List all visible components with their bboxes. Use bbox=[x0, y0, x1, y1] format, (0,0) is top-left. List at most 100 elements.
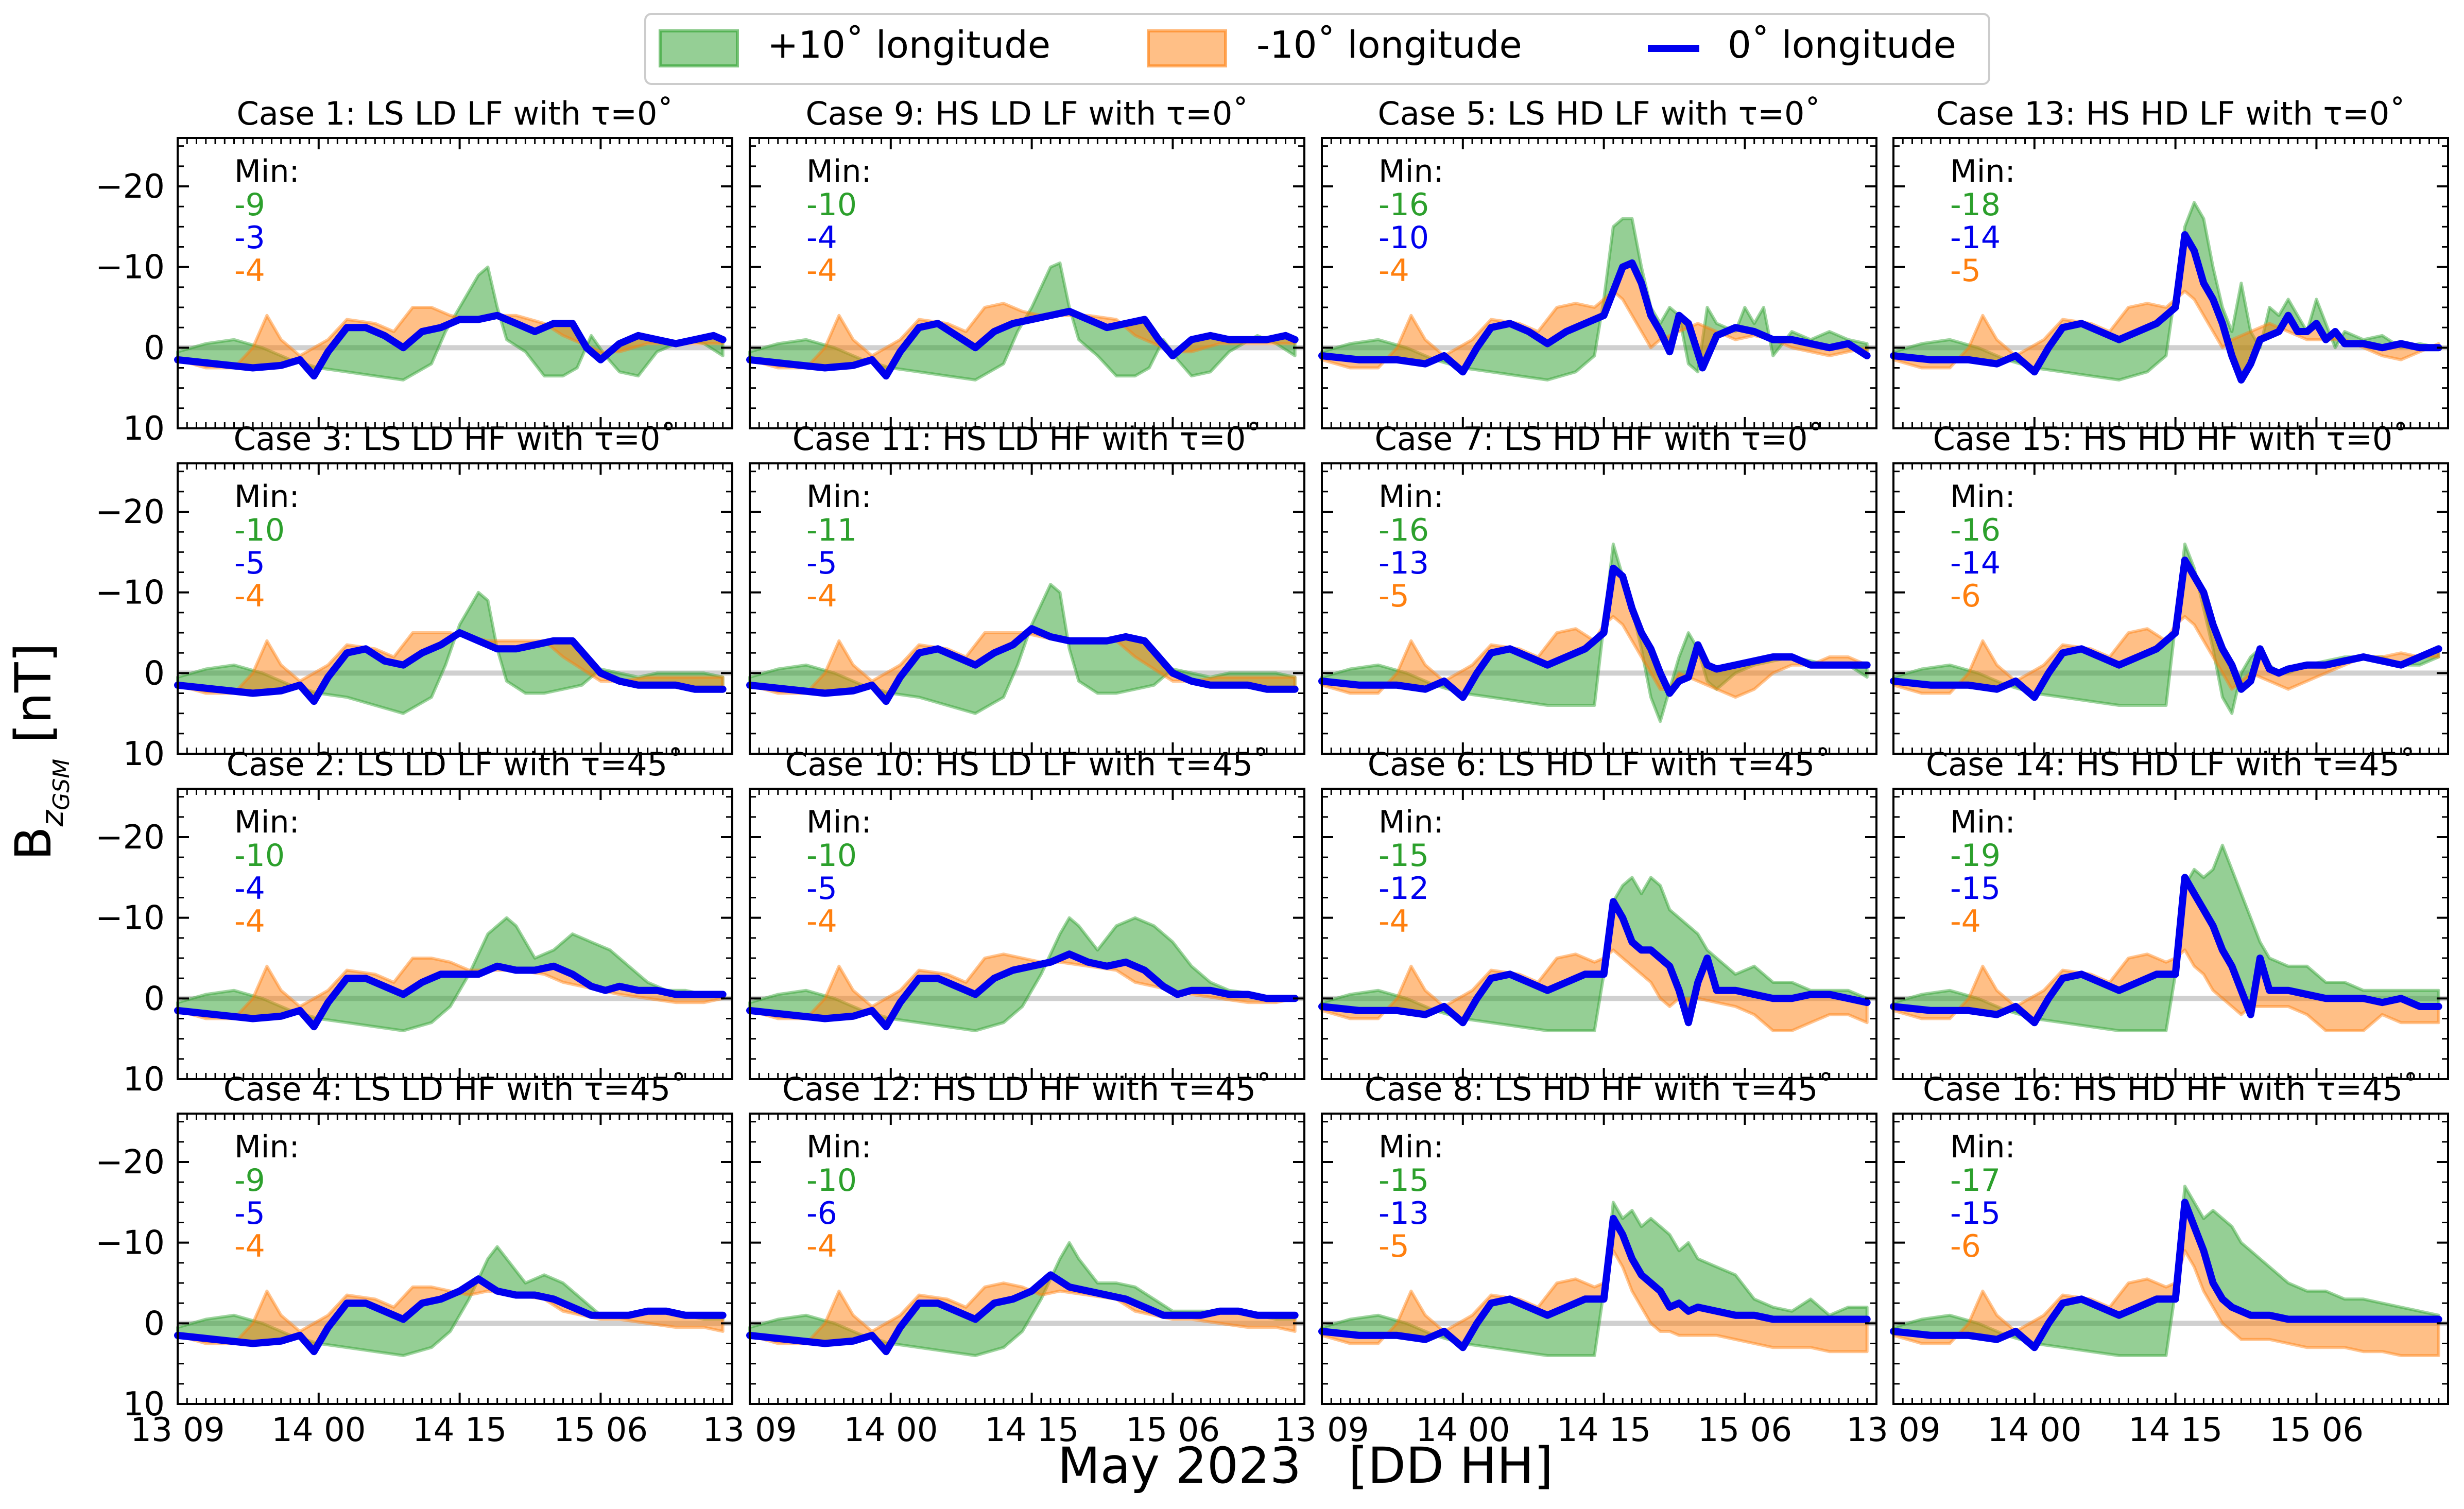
axes-frame bbox=[1892, 137, 2449, 429]
min-zero: -5 bbox=[234, 545, 265, 581]
axes-frame bbox=[177, 137, 733, 429]
panel-8: Case 15: HS HD HF with τ=0˚ Min:-16-14-6 bbox=[1890, 420, 2449, 755]
axes-frame bbox=[177, 788, 733, 1080]
xtick-label: 15 06 bbox=[1126, 1411, 1220, 1449]
line-zero-longitude bbox=[1318, 259, 1871, 376]
min-plus10: -9 bbox=[234, 1163, 265, 1199]
min-label: Min: bbox=[1379, 804, 1444, 840]
xtick-label: 13 09 bbox=[1846, 1411, 1940, 1449]
xtick-label: 15 06 bbox=[2269, 1411, 2364, 1449]
axes-frame bbox=[749, 1113, 1305, 1405]
ytick-label: 0 bbox=[144, 1305, 165, 1343]
axes-frame bbox=[749, 462, 1305, 755]
min-plus10: -17 bbox=[1950, 1163, 2001, 1199]
min-minus10: -4 bbox=[806, 578, 837, 614]
line-zero-longitude bbox=[1318, 1215, 1871, 1351]
min-plus10: -16 bbox=[1379, 512, 1429, 548]
panel-title: Case 6: LS HD LF with τ=45˚ bbox=[1368, 745, 1831, 783]
min-zero: -5 bbox=[234, 1195, 265, 1232]
min-zero: -14 bbox=[1950, 545, 2001, 581]
panel-title: Case 11: HS LD HF with τ=0˚ bbox=[792, 420, 1262, 458]
ytick-label: −20 bbox=[95, 819, 165, 857]
line-zero-longitude bbox=[174, 962, 727, 1031]
ylabel-subsub: GSM bbox=[48, 759, 75, 810]
panel-title: Case 13: HS HD LF with τ=0˚ bbox=[1936, 95, 2406, 132]
line-zero-longitude bbox=[1890, 557, 2442, 701]
y-axis-label: BzGSM [nT] bbox=[5, 643, 75, 860]
min-zero: -4 bbox=[806, 220, 837, 256]
panel-title: Case 1: LS LD LF with τ=0˚ bbox=[237, 95, 674, 132]
panel-title: Case 12: HS LD HF with τ=45˚ bbox=[782, 1070, 1272, 1108]
min-label: Min: bbox=[1950, 1129, 2015, 1165]
panel-14: 13 09 14 00 14 15 15 06 Case 12: HS LD HF wi… bbox=[702, 1070, 1305, 1449]
min-zero: -14 bbox=[1950, 220, 2001, 256]
min-plus10: -10 bbox=[234, 838, 285, 874]
panel-title: Case 4: LS LD HF with τ=45˚ bbox=[223, 1070, 686, 1108]
min-minus10: -4 bbox=[1950, 904, 1981, 940]
ylabel-unit: [nT] bbox=[5, 643, 62, 759]
xtick-label: 13 09 bbox=[130, 1411, 225, 1449]
xtick-label: 14 00 bbox=[1987, 1411, 2081, 1449]
min-label: Min: bbox=[234, 479, 300, 515]
ylabel-main: B bbox=[5, 826, 62, 860]
panel-title: Case 14: HS HD LF with τ=45˚ bbox=[1926, 745, 2416, 783]
panel-title: Case 2: LS LD LF with τ=45˚ bbox=[227, 745, 683, 783]
panel-7: Case 7: LS HD HF with τ=0˚ Min:-16-13-5 bbox=[1318, 420, 1877, 755]
min-minus10: -4 bbox=[234, 578, 265, 614]
ytick-label: −10 bbox=[95, 899, 165, 938]
legend: +10˚ longitude -10˚ longitude 0˚ longitu… bbox=[644, 13, 1990, 85]
ytick-label: 10 bbox=[123, 735, 165, 773]
axes-frame bbox=[1321, 1113, 1877, 1405]
panel-title: Case 10: HS LD LF with τ=45˚ bbox=[785, 745, 1269, 783]
min-plus10: -10 bbox=[806, 1163, 857, 1199]
line-zero-longitude bbox=[1890, 231, 2442, 384]
xtick-label: 14 00 bbox=[843, 1411, 938, 1449]
min-zero: -12 bbox=[1379, 871, 1429, 907]
panel-4: Case 13: HS HD LF with τ=0˚ Min:-18-14-5 bbox=[1890, 95, 2449, 429]
legend-frame bbox=[644, 13, 1990, 85]
line-zero-longitude bbox=[746, 950, 1299, 1031]
panel-title: Case 16: HS HD HF with τ=45˚ bbox=[1923, 1070, 2419, 1108]
panel-9: 10 0 −10 −20 Case 2: LS LD LF with τ=45˚ Min:… bbox=[95, 745, 733, 1099]
ylabel-sub: z bbox=[35, 809, 71, 827]
min-zero: -5 bbox=[806, 545, 837, 581]
min-zero: -15 bbox=[1950, 1195, 2001, 1232]
ytick-label: 0 bbox=[144, 329, 165, 367]
line-zero-longitude bbox=[174, 1275, 727, 1356]
xtick-label: 14 15 bbox=[985, 1411, 1079, 1449]
min-plus10: -19 bbox=[1950, 838, 2001, 874]
min-minus10: -4 bbox=[806, 253, 837, 289]
min-zero: -15 bbox=[1950, 871, 2001, 907]
ytick-label: −10 bbox=[95, 1224, 165, 1262]
ytick-label: 0 bbox=[144, 654, 165, 692]
xtick-label: 14 15 bbox=[412, 1411, 507, 1449]
panel-11: Case 6: LS HD LF with τ=45˚ Min:-15-12-4 bbox=[1318, 745, 1877, 1080]
line-zero-longitude bbox=[1318, 564, 1871, 701]
xtick-label: 14 15 bbox=[2128, 1411, 2222, 1449]
axes-frame bbox=[1321, 462, 1877, 755]
axes-frame bbox=[177, 1113, 733, 1405]
panel-10: Case 10: HS LD LF with τ=45˚ Min:-10-5-4 bbox=[746, 745, 1305, 1080]
panel-title: Case 8: LS HD HF with τ=45˚ bbox=[1365, 1070, 1834, 1108]
min-plus10: -16 bbox=[1950, 512, 2001, 548]
panel-16: 13 09 14 00 14 15 15 06 Case 16: HS HD HF wi… bbox=[1846, 1070, 2449, 1449]
xtick-label: 15 06 bbox=[554, 1411, 648, 1449]
axes-frame bbox=[749, 137, 1305, 429]
min-zero: -13 bbox=[1379, 1195, 1429, 1232]
axes-frame bbox=[1321, 788, 1877, 1080]
min-minus10: -4 bbox=[234, 1228, 265, 1264]
ytick-label: −20 bbox=[95, 1143, 165, 1182]
xtick-label: 15 06 bbox=[1698, 1411, 1792, 1449]
ytick-label: 10 bbox=[123, 1385, 165, 1424]
min-minus10: -4 bbox=[234, 253, 265, 289]
legend-swatch-minus10 bbox=[1147, 29, 1227, 67]
ytick-label: 10 bbox=[123, 410, 165, 448]
min-minus10: -5 bbox=[1379, 1228, 1409, 1264]
line-zero-longitude bbox=[174, 311, 727, 380]
min-label: Min: bbox=[234, 1129, 300, 1165]
xtick-label: 14 00 bbox=[271, 1411, 366, 1449]
legend-label-plus10: +10˚ longitude bbox=[767, 23, 1050, 66]
ytick-label: 10 bbox=[123, 1061, 165, 1099]
